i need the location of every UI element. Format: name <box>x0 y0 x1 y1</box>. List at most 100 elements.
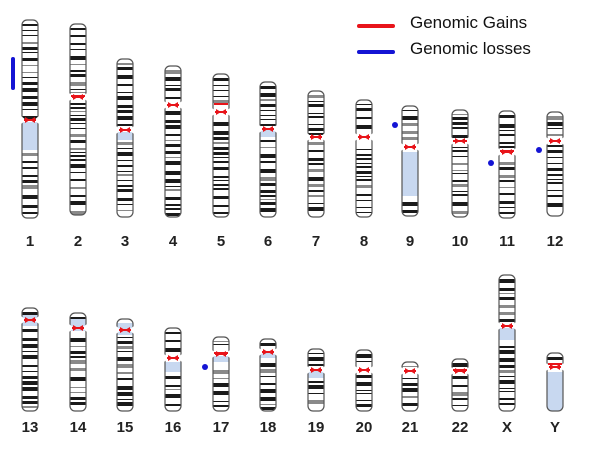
g-band <box>70 368 86 371</box>
g-band <box>213 205 229 207</box>
g-band <box>117 351 133 352</box>
genomic-gain-mark <box>453 369 467 371</box>
g-band <box>402 137 418 140</box>
g-band <box>117 341 133 344</box>
centromere-notch <box>129 326 134 334</box>
g-band <box>117 116 133 120</box>
g-band <box>70 172 86 173</box>
g-band <box>356 400 372 401</box>
centromere-notch <box>559 363 564 371</box>
g-band <box>547 128 563 129</box>
g-band <box>402 403 418 406</box>
g-band <box>70 152 86 153</box>
g-band <box>308 169 324 172</box>
g-band <box>165 171 181 175</box>
g-band <box>70 43 86 45</box>
g-band <box>165 332 181 334</box>
centromere-marker <box>215 111 227 113</box>
chromosome-5 <box>213 74 229 217</box>
g-band <box>117 110 133 113</box>
g-band <box>117 337 133 338</box>
chromosome-outline <box>546 111 564 217</box>
g-band <box>499 358 515 362</box>
g-band <box>213 147 229 150</box>
g-band <box>452 150 468 152</box>
g-band <box>22 365 38 367</box>
g-band <box>308 177 324 181</box>
heterochromatin-region <box>213 356 229 362</box>
g-band <box>308 150 324 152</box>
g-band <box>308 400 324 404</box>
g-band <box>165 70 181 74</box>
g-band <box>165 134 181 136</box>
g-band <box>70 195 86 197</box>
chromosome-label-7: 7 <box>311 233 321 250</box>
g-band <box>117 75 133 79</box>
g-band <box>356 163 372 164</box>
g-band <box>308 158 324 161</box>
g-band <box>499 350 515 354</box>
g-band <box>452 184 468 187</box>
g-band <box>70 107 86 109</box>
g-band <box>165 125 181 129</box>
g-band <box>165 144 181 147</box>
g-band <box>22 102 38 106</box>
g-band <box>452 114 468 115</box>
g-band <box>117 63 133 65</box>
chromosome-outline <box>401 361 419 412</box>
g-band <box>70 35 86 37</box>
g-band <box>452 385 468 387</box>
heterochromatin-region <box>402 152 418 196</box>
g-band <box>22 312 38 315</box>
g-band <box>70 392 86 393</box>
g-band <box>260 383 276 385</box>
centromere-notch <box>307 133 312 141</box>
g-band <box>22 161 38 163</box>
g-band <box>165 197 181 200</box>
centromere-notch <box>116 126 121 134</box>
g-band <box>117 165 133 167</box>
g-band <box>308 184 324 187</box>
g-band <box>499 376 515 377</box>
g-band <box>260 389 276 393</box>
g-band <box>260 195 276 197</box>
g-band <box>308 207 324 211</box>
centromere-notch <box>307 366 312 374</box>
g-band <box>22 406 38 408</box>
g-band <box>70 187 86 189</box>
g-band <box>308 195 324 197</box>
g-band <box>452 163 468 165</box>
chromosome-outline <box>164 65 182 218</box>
chromosome-outline <box>451 109 469 218</box>
chromosome-label-18: 18 <box>259 419 277 436</box>
g-band <box>452 211 468 214</box>
g-band <box>22 109 38 110</box>
g-band <box>452 191 468 192</box>
centromere-marker <box>358 136 370 138</box>
g-band <box>260 154 276 158</box>
g-band <box>117 357 133 361</box>
chromosome-outline <box>451 358 469 412</box>
centromere-marker <box>404 370 416 372</box>
genomic-loss-dot <box>536 147 542 153</box>
g-band <box>499 167 515 170</box>
g-band <box>547 157 563 158</box>
centromere-marker <box>24 319 36 321</box>
g-band <box>213 96 229 97</box>
g-band <box>213 370 229 374</box>
g-band <box>117 386 133 390</box>
chromosome-label-20: 20 <box>355 419 373 436</box>
g-band <box>356 158 372 160</box>
chromosome-6 <box>260 82 276 217</box>
g-band <box>117 185 133 187</box>
centromere-notch <box>212 108 217 116</box>
g-band <box>22 329 38 332</box>
genomic-loss-dot <box>488 160 494 166</box>
g-band <box>117 189 133 192</box>
g-band <box>117 364 133 368</box>
g-band <box>402 378 418 379</box>
g-band <box>117 180 133 181</box>
heterochromatin-region <box>547 372 563 411</box>
g-band <box>70 56 86 60</box>
chromosome-label-19: 19 <box>307 419 325 436</box>
